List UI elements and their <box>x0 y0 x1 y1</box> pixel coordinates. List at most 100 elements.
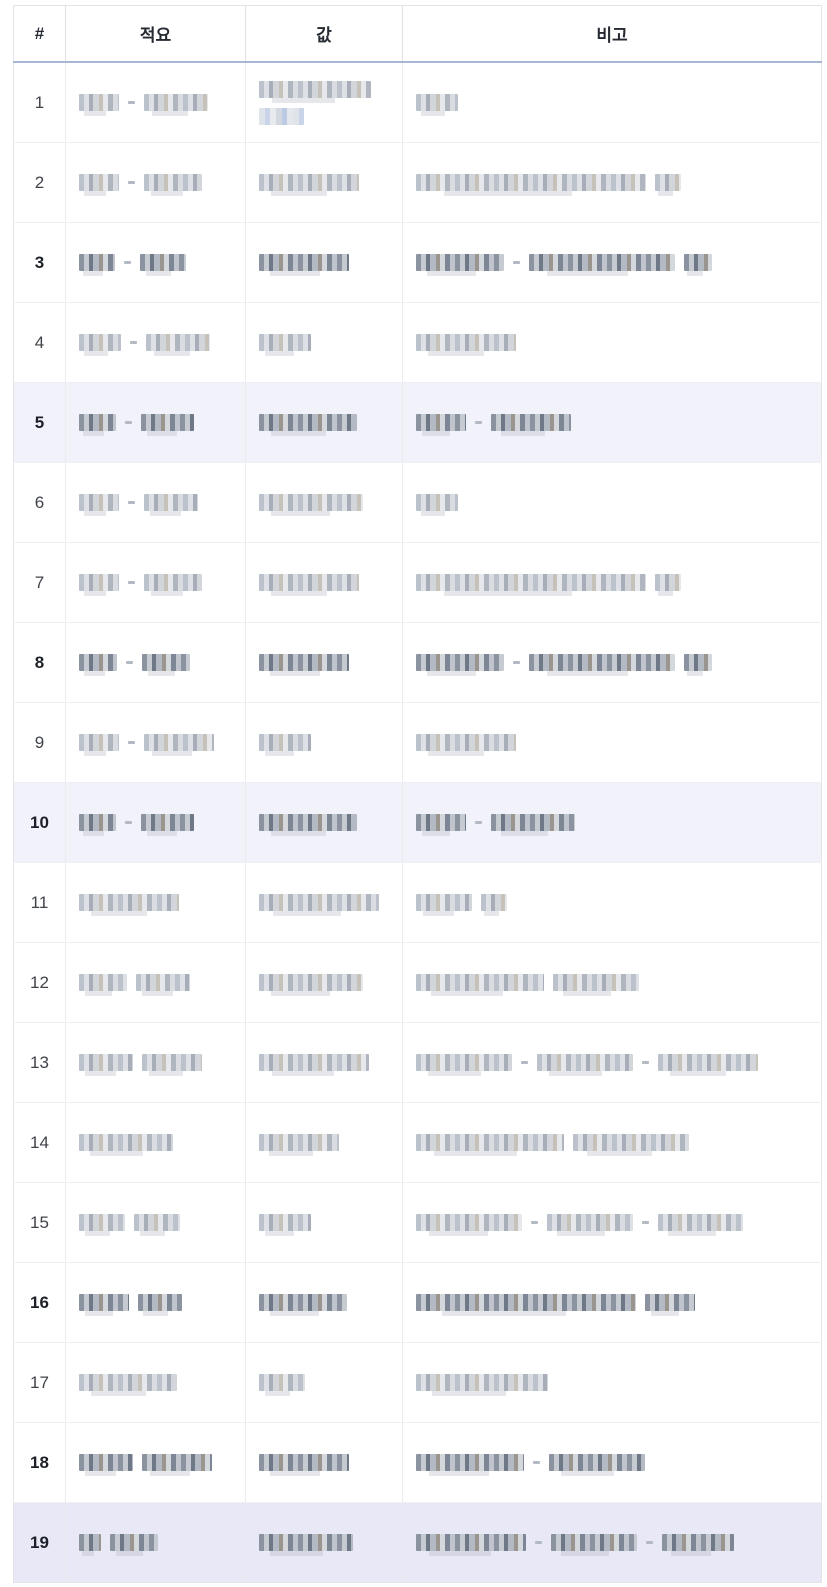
redacted-line <box>259 174 389 196</box>
redacted-text <box>416 414 466 436</box>
redacted-line <box>79 974 232 996</box>
redacted-line <box>259 254 389 276</box>
data-table: # 적요 값 비고 1 2 3 4 5 6 7 8 9 10 11 12 13 14 15 16 17 18 19 <box>13 5 822 1583</box>
redacted-line <box>259 1294 389 1316</box>
redaction-dash <box>128 181 135 184</box>
redacted-text <box>416 1054 512 1076</box>
redacted-text <box>662 1534 734 1556</box>
redacted-line <box>416 94 808 116</box>
redacted-text <box>416 334 516 356</box>
cell-desc-redacted <box>65 382 246 463</box>
redacted-text <box>553 974 639 996</box>
row-number: 4 <box>13 302 66 383</box>
cell-note-redacted <box>402 942 822 1023</box>
cell-desc-redacted <box>65 142 246 223</box>
redacted-line <box>416 254 808 276</box>
redaction-dash <box>128 581 135 584</box>
redacted-line <box>259 974 389 996</box>
cell-desc-redacted <box>65 862 246 943</box>
redacted-line <box>416 1534 808 1556</box>
cell-note-redacted <box>402 782 822 863</box>
cell-value-redacted <box>245 462 403 543</box>
redacted-text <box>79 414 116 436</box>
redacted-line <box>416 494 808 516</box>
table-row: 2 <box>13 142 822 223</box>
cell-value-redacted <box>245 862 403 943</box>
redacted-text <box>79 894 179 916</box>
row-number: 10 <box>13 782 66 863</box>
redacted-text <box>416 814 466 836</box>
redaction-dash <box>475 421 482 424</box>
redaction-dash <box>125 821 132 824</box>
redacted-text <box>416 1534 526 1556</box>
redacted-text <box>79 814 116 836</box>
table-row: 12 <box>13 942 822 1023</box>
redacted-text <box>144 734 214 756</box>
redacted-text <box>259 494 363 516</box>
table-row: 19 <box>13 1502 822 1583</box>
redacted-text <box>259 1454 349 1476</box>
cell-note-redacted <box>402 1022 822 1103</box>
cell-desc-redacted <box>65 702 246 783</box>
redacted-text <box>529 254 675 276</box>
row-number: 13 <box>13 1022 66 1103</box>
row-number: 3 <box>13 222 66 303</box>
redacted-line <box>416 1454 808 1476</box>
redacted-line <box>79 574 232 596</box>
cell-value-redacted <box>245 1342 403 1423</box>
redaction-dash <box>521 1061 528 1064</box>
redacted-text <box>79 1054 133 1076</box>
cell-desc-redacted <box>65 462 246 543</box>
cell-value-redacted <box>245 542 403 623</box>
redacted-text <box>259 1134 339 1156</box>
table-row: 1 <box>13 62 822 143</box>
redacted-text <box>134 1214 180 1236</box>
cell-value-redacted <box>245 1182 403 1263</box>
cell-desc-redacted <box>65 1422 246 1503</box>
redaction-dash <box>642 1061 649 1064</box>
cell-note-redacted <box>402 142 822 223</box>
redacted-text <box>259 1294 347 1316</box>
row-number: 7 <box>13 542 66 623</box>
cell-desc-redacted <box>65 1342 246 1423</box>
redacted-text <box>549 1454 645 1476</box>
redacted-text <box>551 1534 637 1556</box>
redaction-dash <box>513 261 520 264</box>
redacted-text <box>259 414 357 436</box>
redacted-line <box>79 254 232 276</box>
redacted-text <box>259 1534 353 1556</box>
redacted-text <box>259 974 363 996</box>
table-row: 13 <box>13 1022 822 1103</box>
redacted-text <box>573 1134 689 1156</box>
redacted-text <box>416 94 458 116</box>
cell-desc-redacted <box>65 1262 246 1343</box>
cell-value-redacted <box>245 782 403 863</box>
row-number: 19 <box>13 1502 66 1583</box>
redacted-text <box>79 334 121 356</box>
redacted-text <box>141 814 194 836</box>
redacted-text <box>491 414 571 436</box>
table-row: 11 <box>13 862 822 943</box>
redaction-dash <box>128 101 135 104</box>
cell-desc-redacted <box>65 782 246 863</box>
redacted-text <box>416 1454 524 1476</box>
redacted-text <box>259 574 359 596</box>
redacted-line <box>259 107 389 125</box>
redacted-text <box>136 974 190 996</box>
redacted-text <box>79 1294 129 1316</box>
redacted-line <box>416 734 808 756</box>
redacted-text <box>259 734 311 756</box>
row-number: 17 <box>13 1342 66 1423</box>
cell-desc-redacted <box>65 1182 246 1263</box>
row-number: 15 <box>13 1182 66 1263</box>
redacted-line <box>79 1374 232 1396</box>
cell-note-redacted <box>402 62 822 143</box>
table-row: 14 <box>13 1102 822 1183</box>
row-number: 1 <box>13 62 66 143</box>
redacted-text <box>79 254 115 276</box>
redacted-line <box>416 1134 808 1156</box>
redaction-dash <box>128 501 135 504</box>
table-row: 10 <box>13 782 822 863</box>
cell-desc-redacted <box>65 62 246 143</box>
